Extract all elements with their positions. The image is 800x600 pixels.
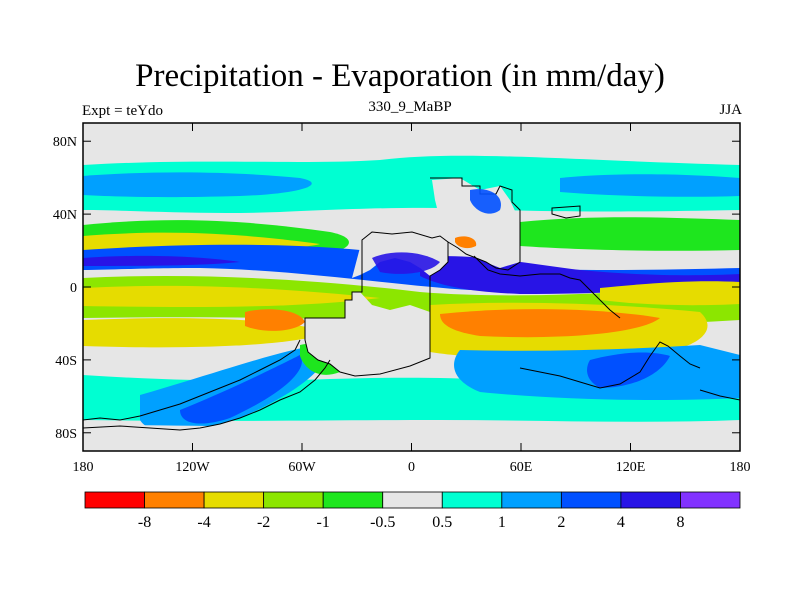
patch-na-blue: [372, 252, 440, 274]
colorbar-swatch: [322, 491, 384, 509]
outline-south-east: [699, 389, 740, 401]
x-tick-label: 0: [408, 460, 415, 475]
outline-island-north: [551, 205, 581, 219]
band-itcz-darkblue-2: [83, 255, 240, 266]
x-tick-label: 180: [730, 460, 751, 475]
colorbar-label: 8: [676, 514, 684, 531]
colorbar-label: -2: [257, 514, 270, 531]
colorbar-label: 1: [498, 514, 506, 531]
band-south-orange-2: [440, 309, 660, 338]
outline-eurasia-east: [473, 255, 621, 319]
band-south-blue: [180, 355, 302, 424]
season-label: JJA: [719, 102, 742, 118]
band-north-lightblue-2: [560, 174, 740, 197]
colorbar-swatch: [501, 491, 562, 509]
x-axis: 180 120W 60W 0 60E 120E 180: [73, 123, 751, 475]
x-tick-label: 180: [73, 460, 94, 475]
patch-orange-small: [455, 236, 477, 249]
colorbar-label: 4: [617, 514, 625, 531]
colorbar-label: -8: [138, 514, 151, 531]
colorbar-label: 0.5: [432, 514, 452, 531]
colorbar-label: -4: [197, 514, 210, 531]
band-north-cyan: [83, 155, 740, 213]
x-tick-label: 60W: [288, 460, 316, 475]
y-tick-label: 40N: [53, 208, 77, 223]
colorbar-label: 2: [557, 514, 565, 531]
band-equator-yellow: [83, 285, 380, 308]
y-tick-label: 40S: [55, 354, 77, 369]
x-tick-label: 120W: [175, 460, 210, 475]
colorbar: -8 -4 -2 -1 -0.5 0.5 1 2 4 8: [84, 491, 741, 531]
colorbar-swatch: [84, 491, 145, 509]
band-tropic-green-2: [520, 217, 740, 251]
map-field: [83, 123, 740, 451]
outline-americas: [304, 231, 449, 377]
x-tick-label: 60E: [510, 460, 533, 475]
time-label: 330_9_MaBP: [368, 99, 452, 115]
band-south-blue-2: [587, 352, 670, 388]
colorbar-swatch: [560, 491, 622, 509]
colorbar-swatch: [144, 491, 205, 509]
outline-asia: [430, 177, 521, 271]
continent-south-america: [305, 292, 430, 376]
experiment-label: Expt = teYdo: [82, 103, 163, 119]
patch-asia-blue: [470, 189, 501, 214]
y-tick-label: 0: [70, 281, 77, 296]
colorbar-label: -1: [317, 514, 330, 531]
y-axis: 80N 40N 0 40S 80S: [53, 135, 740, 442]
band-equator-yellow-2: [600, 281, 740, 306]
colorbar-swatch: [620, 491, 681, 509]
colorbar-label: -0.5: [370, 514, 395, 531]
band-north-lightblue: [83, 172, 312, 198]
outline-antarctic-coast: [83, 339, 331, 431]
y-tick-label: 80N: [53, 135, 77, 150]
colorbar-swatch: [382, 491, 443, 509]
colorbar-swatch: [203, 491, 265, 509]
y-tick-label: 80S: [55, 427, 77, 442]
band-south-orange: [245, 309, 305, 331]
land-outlines: [83, 177, 740, 431]
colorbar-swatch: [441, 491, 503, 509]
x-tick-label: 120E: [616, 460, 646, 475]
continent-antarctica: [83, 425, 740, 451]
colorbar-swatch: [263, 491, 324, 509]
outline-africa-australia: [519, 341, 701, 389]
chart-title: Precipitation - Evaporation (in mm/day): [135, 58, 665, 94]
colorbar-swatch: [680, 491, 741, 509]
